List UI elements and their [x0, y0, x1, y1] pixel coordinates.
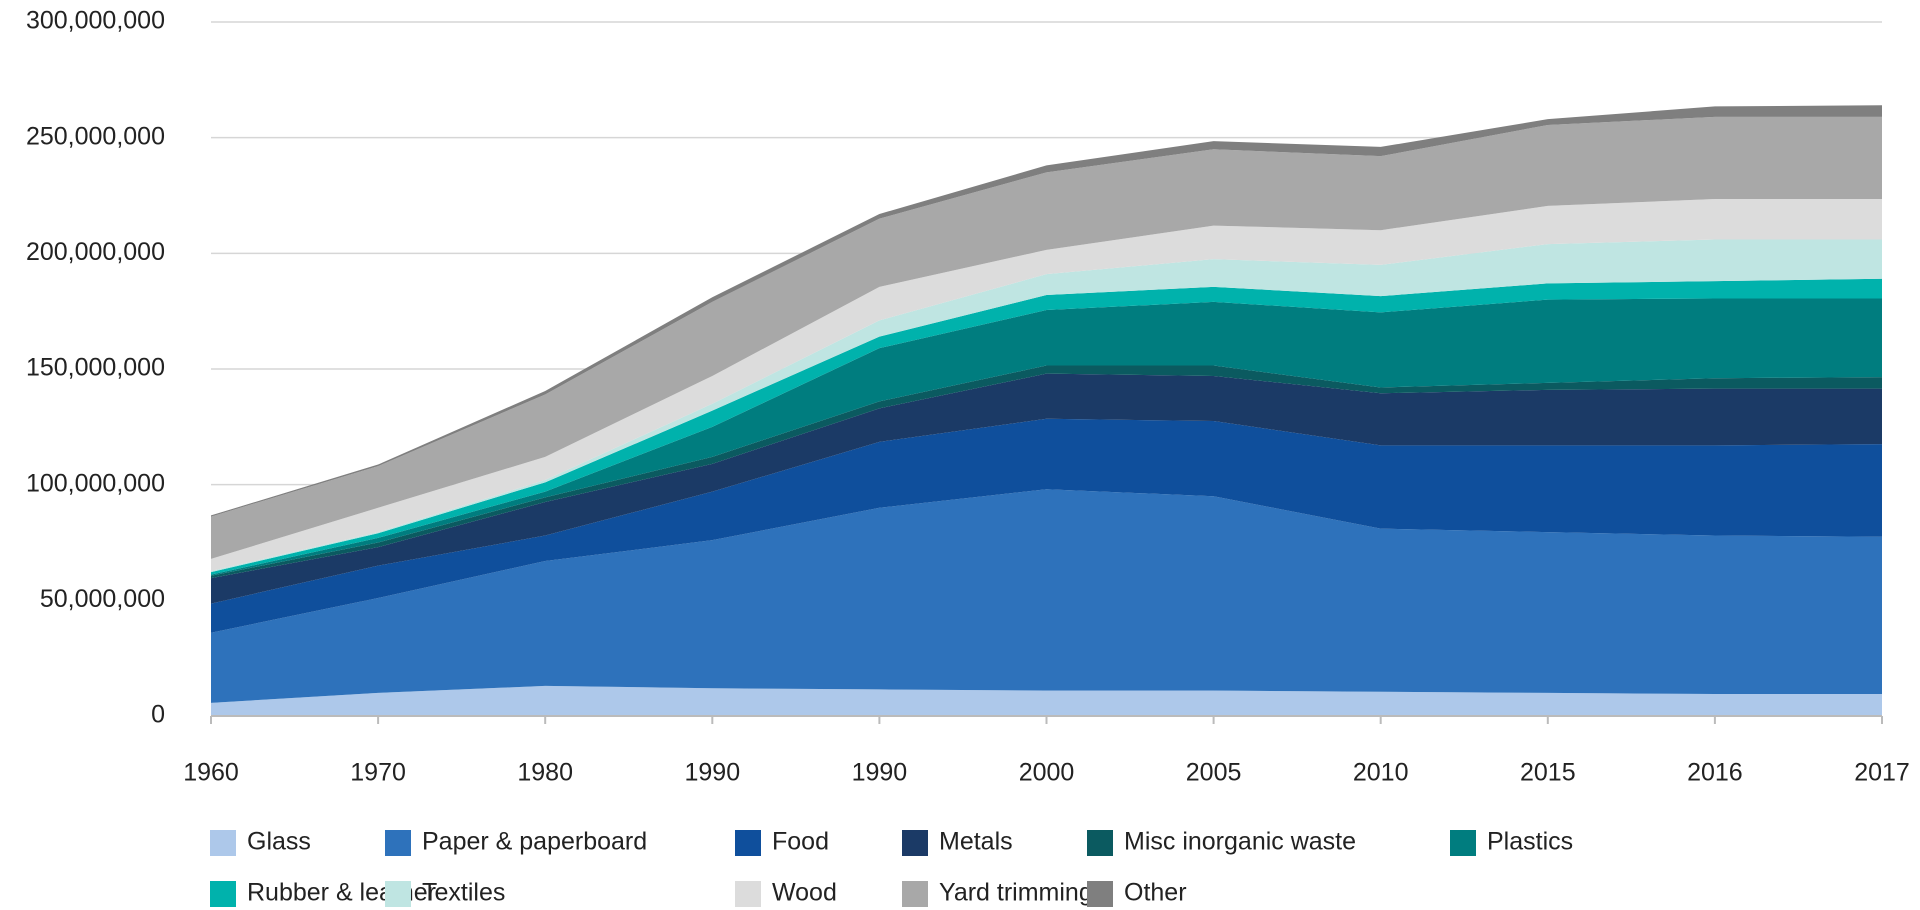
legend-label: Metals	[939, 828, 1013, 856]
y-tick-label: 100,000,000	[26, 469, 165, 497]
legend-label: Misc inorganic waste	[1124, 828, 1356, 856]
legend-swatch	[1087, 881, 1113, 907]
x-tick-label: 2015	[1520, 759, 1576, 787]
x-tick-label: 2017	[1854, 759, 1910, 787]
legend-swatch	[1450, 830, 1476, 856]
x-tick-label: 2010	[1353, 759, 1409, 787]
legend-swatch	[735, 881, 761, 907]
y-tick-label: 0	[151, 701, 165, 729]
area	[211, 418, 1882, 633]
area	[211, 373, 1882, 604]
x-tick-label: 1990	[684, 759, 740, 787]
legend-swatch	[902, 830, 928, 856]
legend-item: Food	[735, 828, 829, 856]
legend-item: Plastics	[1450, 828, 1573, 856]
legend-label: Textiles	[422, 879, 505, 907]
legend-label: Other	[1124, 879, 1187, 907]
y-tick-label: 50,000,000	[40, 585, 165, 613]
area	[211, 365, 1882, 579]
legend-label: Paper & paperboard	[422, 828, 647, 856]
x-tick-label: 2005	[1186, 759, 1242, 787]
x-tick-label: 2016	[1687, 759, 1743, 787]
x-tick-label: 2000	[1019, 759, 1075, 787]
area	[211, 298, 1882, 576]
area	[211, 116, 1882, 559]
legend-item: Textiles	[385, 879, 505, 907]
x-tick-label: 1980	[517, 759, 573, 787]
legend-swatch	[735, 830, 761, 856]
area	[211, 489, 1882, 703]
legend-label: Food	[772, 828, 829, 856]
legend-item: Other	[1087, 879, 1187, 907]
legend-label: Glass	[247, 828, 311, 856]
legend-item: Paper & paperboard	[385, 828, 647, 856]
y-tick-label: 200,000,000	[26, 238, 165, 266]
area	[211, 685, 1882, 716]
legend-item: Misc inorganic waste	[1087, 828, 1356, 856]
x-tick-label: 1990	[852, 759, 908, 787]
area	[211, 198, 1882, 571]
legend-swatch	[385, 830, 411, 856]
legend-item: Yard trimmings	[902, 879, 1105, 907]
legend-item: Wood	[735, 879, 837, 907]
y-tick-label: 300,000,000	[26, 7, 165, 35]
y-tick-label: 150,000,000	[26, 354, 165, 382]
x-tick-label: 1970	[350, 759, 406, 787]
legend-label: Plastics	[1487, 828, 1573, 856]
legend-swatch	[210, 881, 236, 907]
legend-swatch	[210, 830, 236, 856]
legend-label: Yard trimmings	[939, 879, 1105, 907]
x-tick-label: 1960	[183, 759, 239, 787]
legend-swatch	[385, 881, 411, 907]
legend-swatch	[902, 881, 928, 907]
area	[211, 239, 1882, 573]
legend-label: Wood	[772, 879, 837, 907]
legend-item: Metals	[902, 828, 1013, 856]
legend-item: Glass	[210, 828, 311, 856]
y-tick-label: 250,000,000	[26, 122, 165, 150]
legend-swatch	[1087, 830, 1113, 856]
